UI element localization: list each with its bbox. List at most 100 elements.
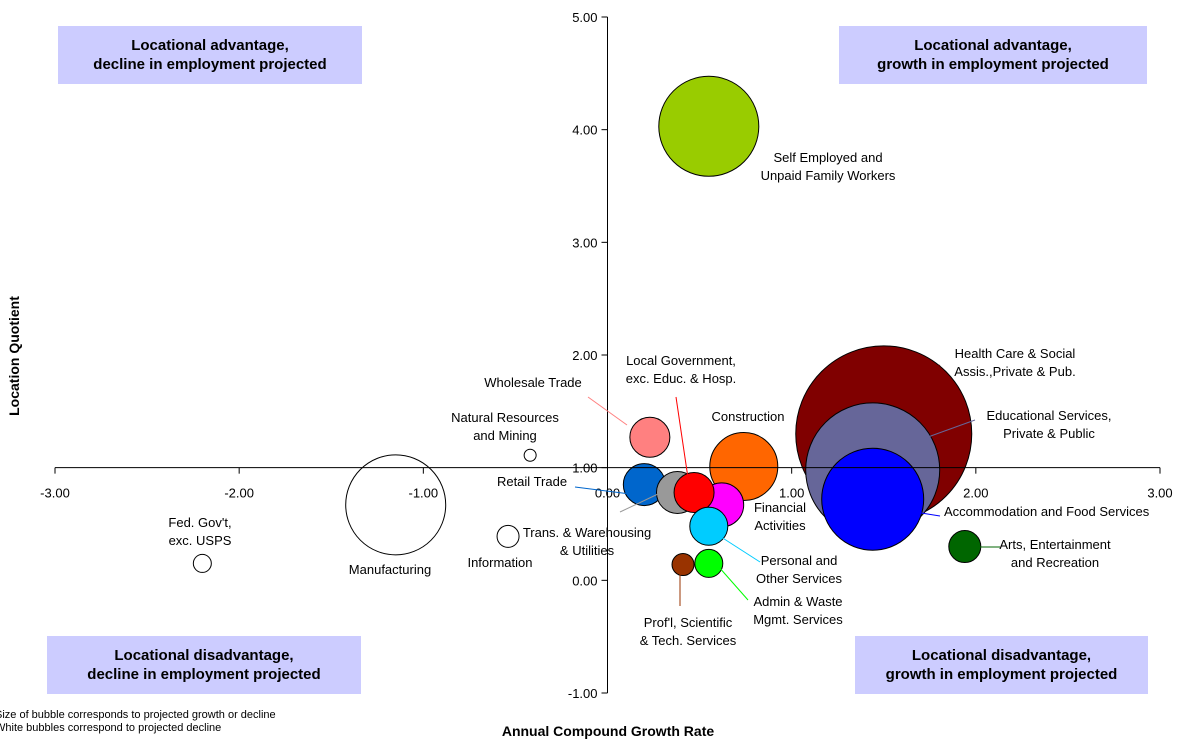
data-label-9-line-1: & Utilities [560, 543, 615, 558]
data-label-7-line-1: exc. Educ. & Hosp. [626, 371, 737, 386]
note-bubble-size: Size of bubble corresponds to projected … [0, 709, 276, 721]
quadrant-top-left-line-2: decline in employment projected [93, 56, 327, 73]
data-label-13-line-1: & Tech. Services [640, 633, 737, 648]
note-white-bubbles: White bubbles correspond to projected de… [0, 722, 222, 734]
chart-notes: Size of bubble corresponds to projected … [0, 709, 276, 735]
bubble-17 [192, 553, 212, 573]
data-label-8: Retail Trade [497, 474, 567, 489]
x-tick-label-4: 1.00 [779, 486, 804, 501]
leader-line-7 [675, 396, 689, 479]
y-tick-label-1: 0.00 [572, 573, 597, 588]
bubble-5 [948, 530, 982, 564]
data-label-15-line-0: Manufacturing [349, 562, 431, 577]
data-label-4: Construction [712, 409, 785, 424]
bubble-7 [673, 471, 715, 513]
x-tick-label-5: 2.00 [963, 486, 988, 501]
data-label-8-line-0: Retail Trade [497, 474, 567, 489]
bubble-13 [671, 553, 695, 577]
quadrant-bottom-left-box: Locational disadvantage, decline in empl… [47, 636, 361, 694]
x-tick-label-6: 3.00 [1147, 486, 1172, 501]
y-tick-label-3: 2.00 [572, 348, 597, 363]
x-axis-title: Annual Compound Growth Rate [502, 723, 715, 739]
data-label-11-line-1: Other Services [756, 571, 842, 586]
data-label-12-line-0: Admin & Waste [753, 594, 842, 609]
quadrant-top-right-line-1: Locational advantage, [914, 37, 1072, 54]
data-label-13-line-0: Prof'l, Scientific [644, 615, 733, 630]
data-label-3: Accommodation and Food Services [944, 504, 1150, 519]
y-tick-label-6: 5.00 [572, 10, 597, 25]
data-label-10-line-0: Financial [754, 500, 806, 515]
x-tick-label-2: -1.00 [409, 486, 439, 501]
data-label-1-line-1: Assis.,Private & Pub. [954, 364, 1075, 379]
data-label-2: Educational Services, Private & Public [986, 408, 1111, 441]
data-label-7: Local Government, exc. Educ. & Hosp. [626, 353, 737, 386]
quadrant-top-left-line-1: Locational advantage, [131, 37, 289, 54]
quadrant-bottom-right-line-1: Locational disadvantage, [911, 647, 1092, 664]
data-label-0: Self Employed and Unpaid Family Workers [761, 150, 896, 183]
data-label-3-line-0: Accommodation and Food Services [944, 504, 1150, 519]
data-label-4-line-0: Construction [712, 409, 785, 424]
data-label-0-line-1: Unpaid Family Workers [761, 168, 896, 183]
bubble-16 [496, 524, 520, 548]
x-tick-label-1: -2.00 [224, 486, 254, 501]
data-label-10-line-1: Activities [754, 518, 806, 533]
bubble-15 [345, 454, 447, 556]
quadrant-top-right-box: Locational advantage, growth in employme… [839, 26, 1147, 84]
leader-line-12 [717, 565, 749, 601]
data-label-1-line-0: Health Care & Social [955, 346, 1076, 361]
data-label-11-line-0: Personal and [761, 553, 838, 568]
quadrant-bottom-right-box: Locational disadvantage, growth in emplo… [855, 636, 1148, 694]
data-label-5-line-0: Arts, Entertainment [999, 537, 1111, 552]
data-label-5-line-1: and Recreation [1011, 555, 1099, 570]
bubble-11 [689, 506, 729, 546]
y-tick-label-0: -1.00 [568, 686, 598, 701]
data-label-2-line-0: Educational Services, [986, 408, 1111, 423]
data-label-12-line-1: Mgmt. Services [753, 612, 843, 627]
data-label-7-line-0: Local Government, [626, 353, 736, 368]
leader-line-2 [927, 419, 976, 438]
x-tick-label-3: 0.00 [595, 486, 620, 501]
data-label-16-line-0: Information [467, 555, 532, 570]
leader-line-6 [587, 396, 628, 426]
data-label-17: Fed. Gov't, exc. USPS [168, 515, 231, 548]
quadrant-bottom-left-line-2: decline in employment projected [87, 666, 321, 683]
axes-layer: -3.00 -2.00 -1.00 0.00 1.00 2.00 3.00 -1.00 0.00… [40, 10, 1172, 701]
leader-line-11 [717, 534, 761, 563]
data-label-14-line-0: Natural Resources [451, 410, 559, 425]
bubble-14 [523, 448, 537, 462]
data-label-14-line-1: and Mining [473, 428, 537, 443]
y-axis-title: Location Quotient [6, 296, 22, 416]
data-label-6-line-0: Wholesale Trade [484, 375, 582, 390]
bubble-3 [821, 447, 925, 551]
quadrant-top-left-box: Locational advantage, decline in employm… [58, 26, 362, 84]
data-label-1: Health Care & Social Assis.,Private & Pub… [954, 346, 1075, 379]
bubbles-layer [192, 75, 982, 578]
leader-line-3 [914, 511, 941, 517]
data-label-17-line-1: exc. USPS [169, 533, 232, 548]
data-label-12: Admin & Waste Mgmt. Services [753, 594, 843, 627]
data-label-2-line-1: Private & Public [1003, 426, 1095, 441]
labels-layer: Self Employed and Unpaid Family Workers He… [168, 150, 1149, 648]
data-label-11: Personal and Other Services [756, 553, 842, 586]
bubble-6 [629, 416, 671, 458]
data-label-10: Financial Activities [754, 500, 806, 533]
data-label-16: Information [467, 555, 532, 570]
y-tick-label-2: 1.00 [572, 461, 597, 476]
leader-line-8 [574, 486, 631, 495]
y-tick-label-4: 3.00 [572, 235, 597, 250]
data-label-14: Natural Resources and Mining [451, 410, 559, 443]
data-label-15: Manufacturing [349, 562, 431, 577]
data-label-5: Arts, Entertainment and Recreation [999, 537, 1111, 570]
data-label-17-line-0: Fed. Gov't, [168, 515, 231, 530]
leader-line-9 [619, 493, 659, 513]
x-tick-label-0: -3.00 [40, 486, 70, 501]
bubble-12 [694, 548, 724, 578]
leader-line-1 [920, 364, 941, 381]
quadrant-top-right-line-2: growth in employment projected [877, 56, 1109, 73]
data-label-6: Wholesale Trade [484, 375, 582, 390]
bubble-0 [658, 75, 760, 177]
data-label-9-line-0: Trans. & Warehousing [523, 525, 651, 540]
data-label-0-line-0: Self Employed and [773, 150, 882, 165]
y-tick-label-5: 4.00 [572, 123, 597, 138]
